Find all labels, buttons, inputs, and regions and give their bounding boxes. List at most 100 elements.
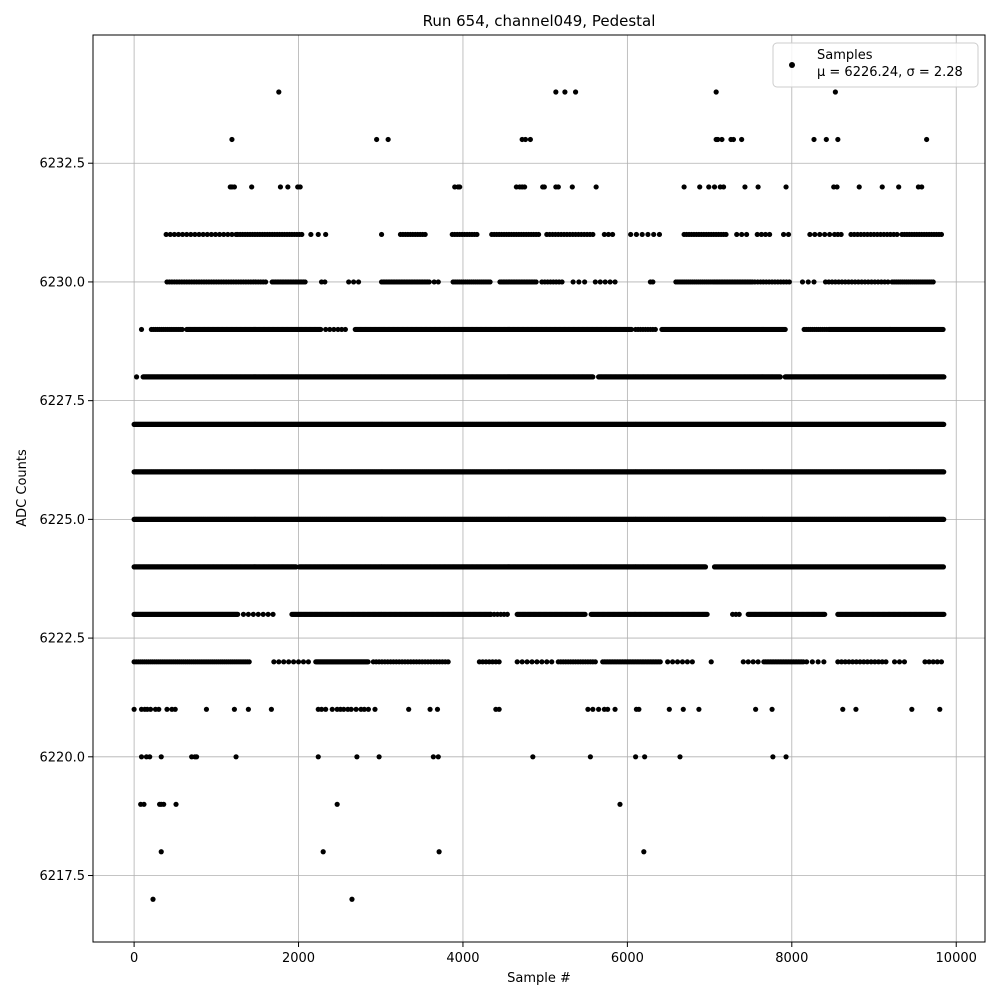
- data-point: [308, 232, 313, 237]
- data-point: [594, 184, 599, 189]
- data-point: [343, 327, 348, 332]
- data-point: [640, 232, 645, 237]
- data-point: [436, 279, 441, 284]
- data-point: [835, 137, 840, 142]
- data-point: [571, 279, 576, 284]
- data-point: [657, 232, 662, 237]
- data-point: [278, 184, 283, 189]
- data-point: [645, 232, 650, 237]
- data-point: [880, 184, 885, 189]
- data-point: [603, 279, 608, 284]
- data-point: [536, 232, 541, 237]
- data-point: [941, 422, 946, 427]
- data-point: [807, 232, 812, 237]
- data-point: [712, 184, 717, 189]
- data-point: [634, 232, 639, 237]
- data-point: [827, 232, 832, 237]
- data-point: [374, 137, 379, 142]
- data-point: [721, 184, 726, 189]
- data-point: [767, 232, 772, 237]
- data-point: [303, 279, 308, 284]
- data-point: [744, 232, 749, 237]
- data-point: [719, 137, 724, 142]
- data-point: [653, 327, 658, 332]
- data-point: [834, 184, 839, 189]
- data-point: [811, 279, 816, 284]
- data-point: [323, 232, 328, 237]
- data-point: [528, 137, 533, 142]
- data-point: [598, 279, 603, 284]
- data-point: [298, 184, 303, 189]
- data-point: [940, 327, 945, 332]
- data-point: [755, 184, 760, 189]
- data-point: [714, 89, 719, 94]
- data-point: [824, 137, 829, 142]
- data-point: [939, 232, 944, 237]
- data-point: [139, 327, 144, 332]
- data-point: [356, 279, 361, 284]
- data-point: [778, 374, 783, 379]
- data-point: [924, 137, 929, 142]
- data-point: [322, 279, 327, 284]
- data-point: [706, 184, 711, 189]
- data-point: [742, 184, 747, 189]
- data-point: [786, 232, 791, 237]
- data-point: [522, 184, 527, 189]
- data-point: [318, 327, 323, 332]
- data-point: [582, 279, 587, 284]
- data-point: [386, 137, 391, 142]
- data-point: [229, 137, 234, 142]
- data-point: [249, 184, 254, 189]
- data-point: [896, 184, 901, 189]
- data-point: [542, 184, 547, 189]
- data-point: [931, 279, 936, 284]
- data-point: [299, 232, 304, 237]
- data-point: [787, 279, 792, 284]
- data-point: [806, 279, 811, 284]
- data-point: [783, 184, 788, 189]
- data-point: [457, 184, 462, 189]
- data-point: [556, 184, 561, 189]
- data-point: [781, 232, 786, 237]
- data-point: [423, 232, 428, 237]
- data-point: [134, 374, 139, 379]
- data-point: [534, 279, 539, 284]
- data-point: [276, 89, 281, 94]
- data-point: [651, 232, 656, 237]
- data-point: [562, 89, 567, 94]
- data-point: [817, 232, 822, 237]
- data-point: [650, 279, 655, 284]
- data-point: [263, 279, 268, 284]
- data-point: [857, 184, 862, 189]
- data-point: [593, 279, 598, 284]
- data-point: [723, 232, 728, 237]
- data-point: [559, 279, 564, 284]
- data-point: [822, 232, 827, 237]
- data-point: [610, 232, 615, 237]
- data-point: [570, 184, 575, 189]
- data-point: [833, 89, 838, 94]
- data-point: [316, 232, 321, 237]
- data-point: [553, 89, 558, 94]
- data-point: [894, 232, 899, 237]
- data-point: [590, 374, 595, 379]
- data-point: [839, 232, 844, 237]
- data-point: [941, 374, 946, 379]
- data-point: [739, 232, 744, 237]
- data-point: [941, 469, 946, 474]
- data-point: [351, 279, 356, 284]
- data-point: [180, 327, 185, 332]
- data-point: [612, 279, 617, 284]
- data-point: [734, 232, 739, 237]
- data-point: [731, 137, 736, 142]
- data-point: [474, 232, 479, 237]
- data-point: [523, 137, 528, 142]
- data-point: [576, 279, 581, 284]
- data-point: [232, 184, 237, 189]
- data-point: [608, 279, 613, 284]
- data-point: [285, 184, 290, 189]
- data-point: [812, 232, 817, 237]
